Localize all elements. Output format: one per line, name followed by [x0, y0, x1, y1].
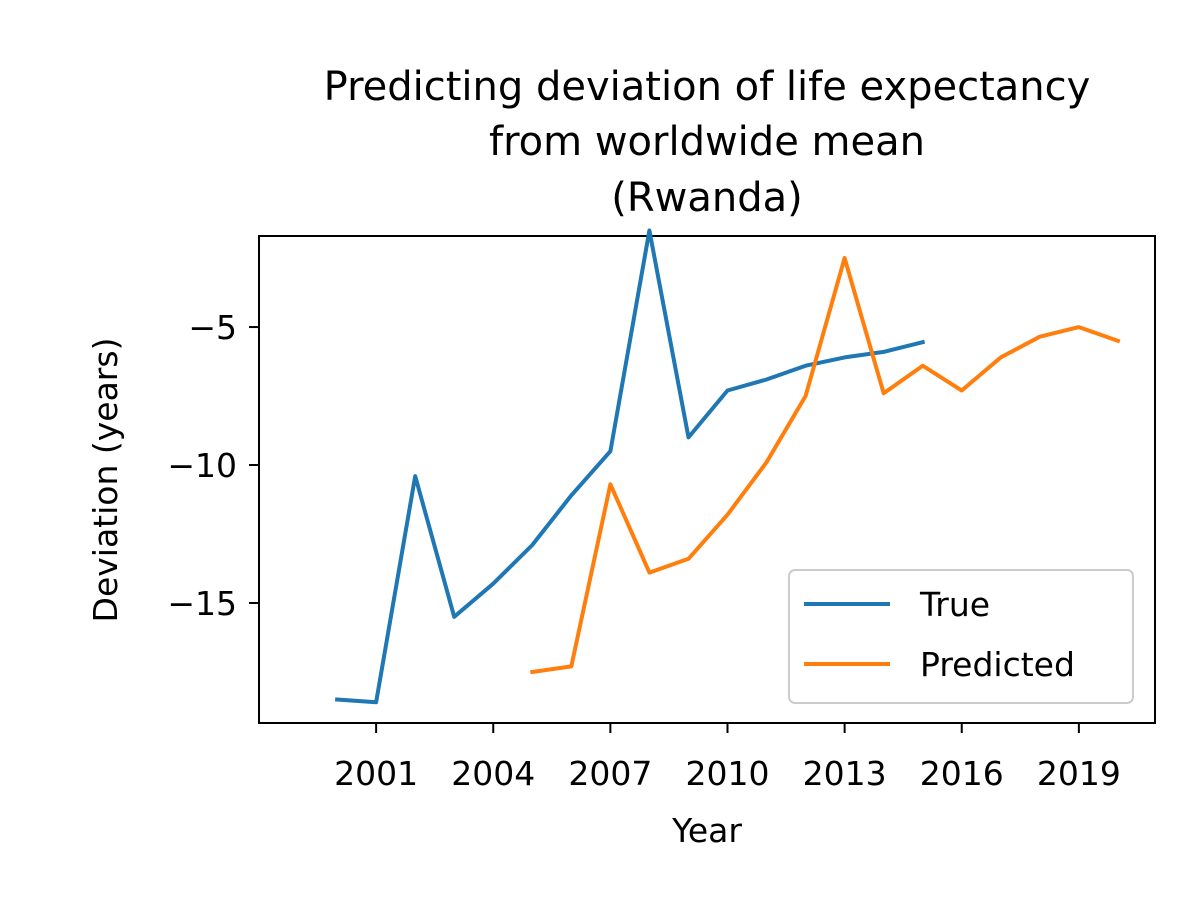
y-tick-label: −10: [167, 446, 237, 485]
axis-ticks: 2001 2004 2007 2010 2013 2016 2019 −5 −10 −15: [167, 308, 1121, 793]
y-axis-label: Deviation (years): [86, 338, 125, 623]
legend-label-true: True: [919, 585, 990, 624]
x-tick-label: 2004: [451, 754, 535, 793]
x-axis-label: Year: [671, 811, 742, 850]
series-line-true: [334, 228, 926, 705]
x-tick-label: 2016: [920, 754, 1004, 793]
x-tick-label: 2010: [686, 754, 770, 793]
series-line-predicted: [530, 256, 1121, 675]
x-tick-label: 2007: [568, 754, 652, 793]
chart-title: Predicting deviation of life expectancy …: [324, 64, 1091, 221]
y-tick-label: −5: [188, 308, 237, 347]
x-tick-label: 2001: [334, 754, 418, 793]
series-lines: [334, 228, 1121, 705]
x-tick-label: 2013: [803, 754, 887, 793]
legend: True Predicted: [788, 569, 1134, 704]
title-line-1: Predicting deviation of life expectancy: [324, 64, 1091, 110]
title-line-3: (Rwanda): [611, 175, 802, 221]
x-tick-label: 2019: [1037, 754, 1121, 793]
y-tick-label: −15: [167, 584, 237, 623]
title-line-2: from worldwide mean: [489, 119, 925, 165]
legend-label-predicted: Predicted: [920, 645, 1075, 684]
